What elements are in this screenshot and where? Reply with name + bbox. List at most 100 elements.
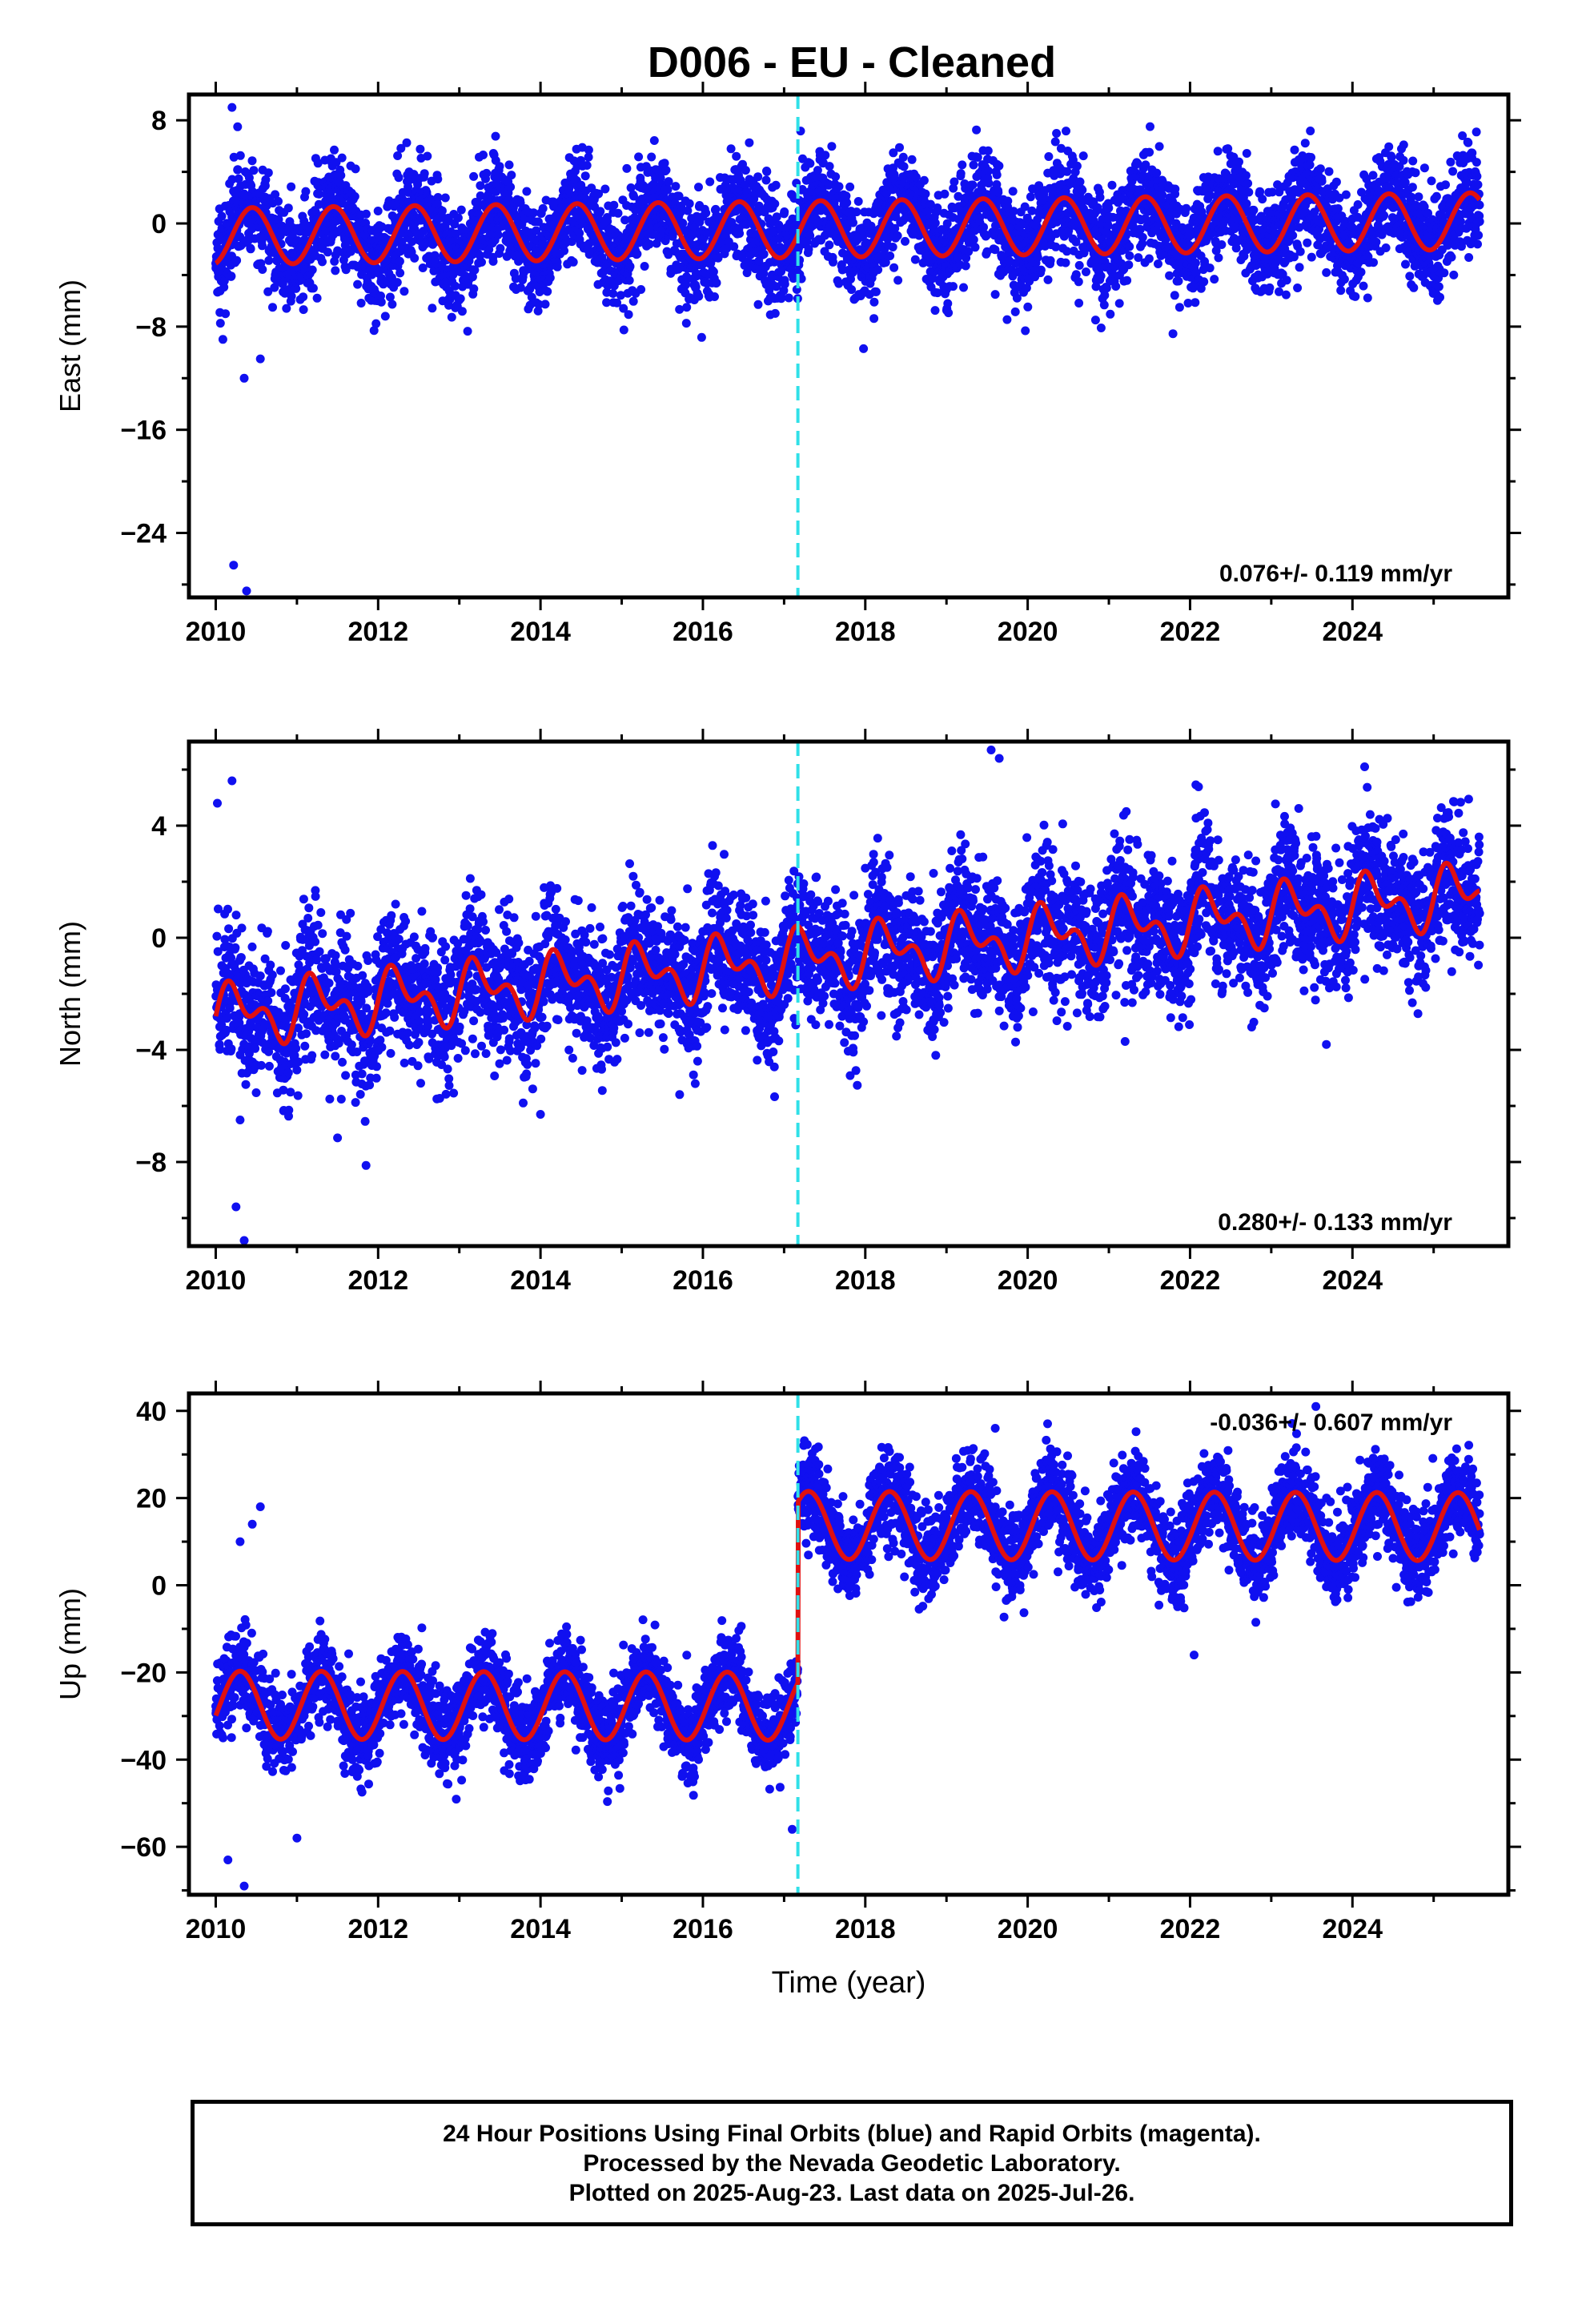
data-point <box>745 138 754 147</box>
data-point <box>299 235 309 244</box>
data-point <box>493 230 503 239</box>
data-point <box>477 257 486 267</box>
data-point <box>416 144 425 154</box>
data-point <box>402 138 412 147</box>
data-point <box>1174 276 1183 286</box>
data-point <box>549 202 558 211</box>
data-point <box>1072 161 1082 171</box>
data-point <box>1043 275 1053 284</box>
data-point <box>930 306 940 316</box>
data-point <box>1168 329 1178 339</box>
data-point <box>685 199 694 208</box>
data-point <box>396 268 405 278</box>
data-point <box>1241 171 1251 180</box>
data-point <box>626 183 636 192</box>
data-point <box>1288 231 1298 240</box>
data-point <box>1300 139 1310 148</box>
data-point <box>1021 326 1030 336</box>
data-point <box>264 255 274 265</box>
data-point <box>543 287 552 296</box>
data-point <box>694 292 704 301</box>
data-point <box>560 246 569 255</box>
data-point <box>632 249 642 259</box>
figure-title: D006 - EU - Cleaned <box>648 38 1056 86</box>
data-point <box>246 244 255 254</box>
data-point <box>227 175 237 184</box>
data-point <box>1106 309 1115 319</box>
data-point <box>761 175 771 185</box>
data-point <box>983 146 993 155</box>
data-point <box>893 275 903 285</box>
data-point <box>885 251 895 260</box>
data-point <box>1146 122 1154 131</box>
data-point <box>1154 259 1162 268</box>
data-point <box>1303 238 1312 247</box>
data-point <box>726 144 736 154</box>
data-point <box>396 143 406 153</box>
data-point <box>511 274 520 283</box>
data-point <box>457 307 467 316</box>
data-point <box>869 314 879 324</box>
data-point <box>910 255 920 264</box>
data-point <box>821 151 830 160</box>
data-point <box>628 296 638 306</box>
data-point <box>1044 152 1054 161</box>
data-point <box>629 191 638 201</box>
data-point <box>1356 267 1366 277</box>
data-point <box>1074 260 1084 270</box>
data-point <box>1214 253 1223 263</box>
data-point <box>701 208 711 218</box>
data-point <box>469 171 479 181</box>
data-point <box>451 281 460 291</box>
data-point <box>1242 149 1251 158</box>
data-point <box>713 253 723 263</box>
data-point <box>1242 199 1251 208</box>
data-point <box>274 196 283 206</box>
data-point <box>1144 254 1154 263</box>
data-point <box>647 152 656 162</box>
data-point <box>538 203 548 213</box>
data-point <box>1082 267 1090 276</box>
data-point <box>899 162 909 171</box>
data-point <box>1243 179 1253 188</box>
data-point <box>287 182 296 191</box>
data-point <box>1095 192 1105 202</box>
data-point <box>849 218 857 227</box>
data-point <box>1033 252 1042 262</box>
data-point <box>683 206 693 215</box>
data-point <box>1255 187 1265 196</box>
data-point <box>664 177 673 187</box>
data-point <box>594 189 604 199</box>
data-point <box>710 292 719 301</box>
data-point <box>784 293 793 303</box>
data-point <box>968 180 978 190</box>
data-point <box>584 152 593 162</box>
data-point <box>1290 145 1299 155</box>
data-point <box>907 155 917 164</box>
data-point <box>218 335 227 344</box>
data-point <box>853 197 863 206</box>
data-point <box>694 183 703 192</box>
data-point <box>1170 291 1179 300</box>
data-point <box>1369 258 1378 267</box>
data-point <box>705 177 715 187</box>
data-point <box>1075 177 1085 187</box>
data-point <box>307 265 317 275</box>
data-point <box>1078 151 1088 161</box>
data-point <box>636 285 646 294</box>
data-point <box>1104 203 1114 213</box>
data-point <box>709 267 718 276</box>
data-point <box>545 273 555 283</box>
data-point <box>847 285 857 295</box>
data-point <box>1125 251 1134 260</box>
data-point <box>350 191 359 201</box>
data-point <box>428 304 437 313</box>
data-points <box>211 103 1484 596</box>
data-point <box>1336 286 1346 296</box>
data-point <box>217 211 227 221</box>
data-point <box>831 172 841 182</box>
data-point <box>456 205 466 215</box>
data-point <box>1191 258 1200 267</box>
data-point <box>1078 185 1087 195</box>
data-point <box>482 168 492 178</box>
